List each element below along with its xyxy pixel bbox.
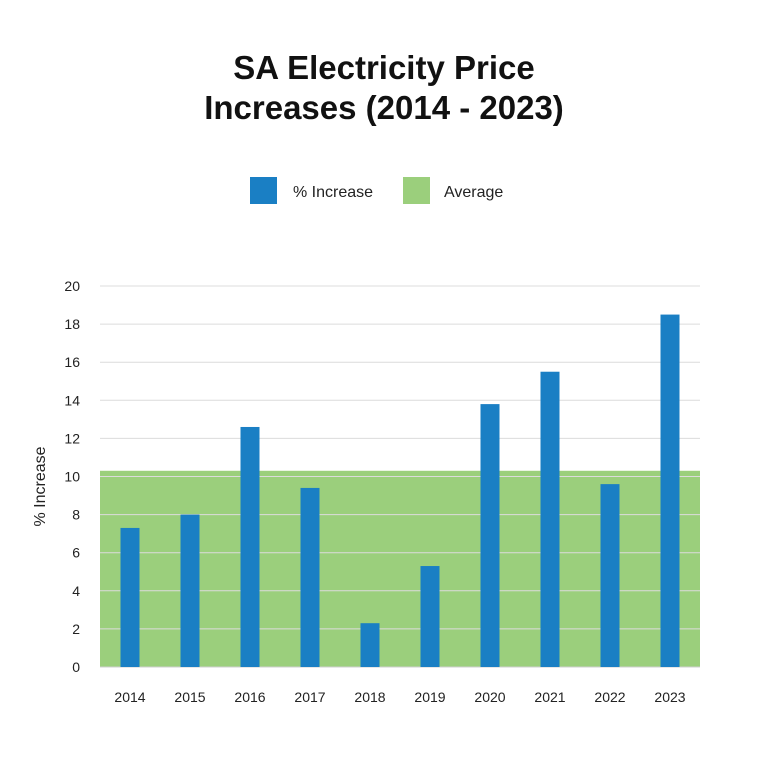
average-band: [100, 470, 700, 667]
gridlines: [100, 285, 700, 668]
legend-swatch-average: [403, 177, 430, 204]
bar-2018: [360, 623, 380, 667]
y-tick-label: 4: [72, 583, 80, 599]
bar-2021: [540, 371, 560, 667]
bar-2019: [420, 566, 440, 667]
bar-2023: [660, 314, 680, 667]
y-tick-label: 10: [64, 469, 80, 485]
chart-title-line-1: SA Electricity Price: [233, 49, 535, 86]
y-tick-label: 18: [64, 316, 80, 332]
legend-label-average: Average: [444, 184, 503, 201]
x-tick-label: 2018: [354, 689, 385, 705]
chart-title: SA Electricity Price Increases (2014 - 2…: [0, 48, 768, 128]
y-tick-label: 16: [64, 354, 80, 370]
x-tick-label: 2016: [234, 689, 265, 705]
axes: 0 2 4 6 8 10 12 14 16 18 20 2014 2015 2016 2017 2018 201…: [32, 278, 686, 705]
bars: [120, 314, 680, 667]
x-tick-label: 2017: [294, 689, 325, 705]
chart-title-line-2: Increases (2014 - 2023): [204, 89, 564, 126]
x-tick-label: 2019: [414, 689, 445, 705]
y-tick-label: 14: [64, 392, 80, 408]
x-tick-label: 2023: [654, 689, 685, 705]
y-tick-label: 6: [72, 545, 80, 561]
y-axis-label: % Increase: [32, 446, 49, 526]
bar-2014: [120, 527, 140, 667]
y-tick-label: 20: [64, 278, 80, 294]
x-tick-label: 2022: [594, 689, 625, 705]
y-tick-label: 2: [72, 621, 80, 637]
legend-swatch-increase: [250, 177, 277, 204]
bar-2016: [240, 426, 260, 667]
legend: % Increase Average: [250, 177, 503, 204]
x-tick-label: 2015: [174, 689, 205, 705]
bar-2022: [600, 484, 620, 667]
bar-2015: [180, 514, 200, 667]
bar-2017: [300, 487, 320, 667]
x-tick-label: 2020: [474, 689, 505, 705]
y-tick-label: 0: [72, 659, 80, 675]
x-tick-label: 2021: [534, 689, 565, 705]
bar-2020: [480, 404, 500, 667]
x-tick-label: 2014: [114, 689, 145, 705]
legend-label-increase: % Increase: [293, 184, 373, 201]
y-tick-label: 8: [72, 507, 80, 523]
average-band-layer: [100, 470, 700, 667]
y-tick-label: 12: [64, 430, 80, 446]
